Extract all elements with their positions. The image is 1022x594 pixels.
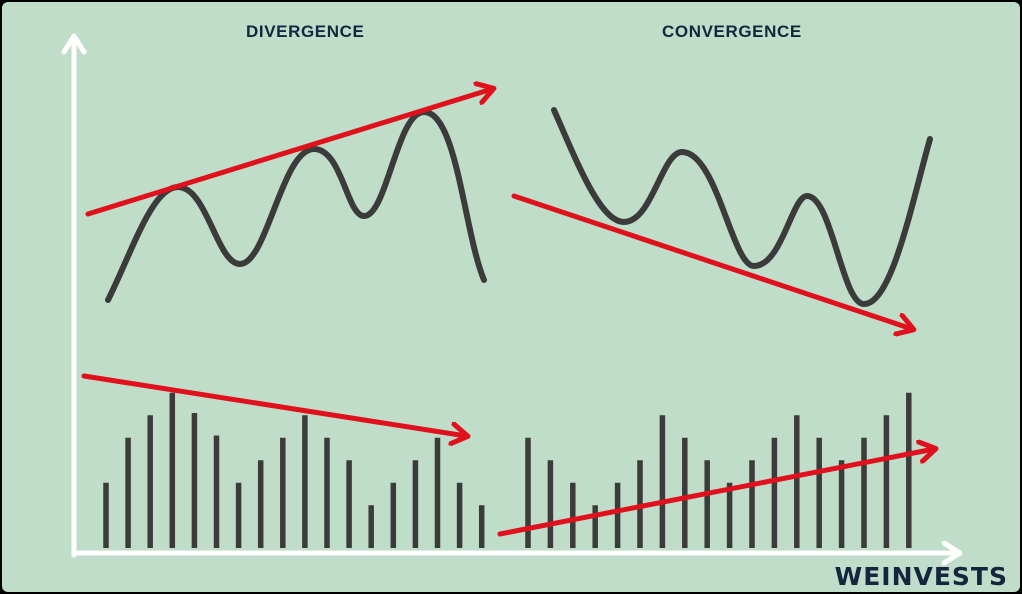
divergence-heading: DIVERGENCE — [246, 22, 365, 41]
convergence-heading: CONVERGENCE — [662, 22, 802, 41]
x-axis-arrow-icon — [941, 540, 963, 566]
divergence-volume-bars — [103, 392, 485, 548]
divergence-price-trend-arrow — [85, 89, 492, 217]
convergence-price-line — [551, 107, 933, 307]
convergence-volume-trend-arrow — [497, 449, 934, 537]
divergence-volume-trend-arrow — [81, 373, 466, 436]
y-axis-arrow-icon — [61, 33, 87, 55]
brand-logo-text: WEINVESTS — [834, 562, 1008, 591]
convergence-price-trend-arrow — [511, 193, 912, 329]
convergence-volume-bars — [525, 392, 912, 548]
